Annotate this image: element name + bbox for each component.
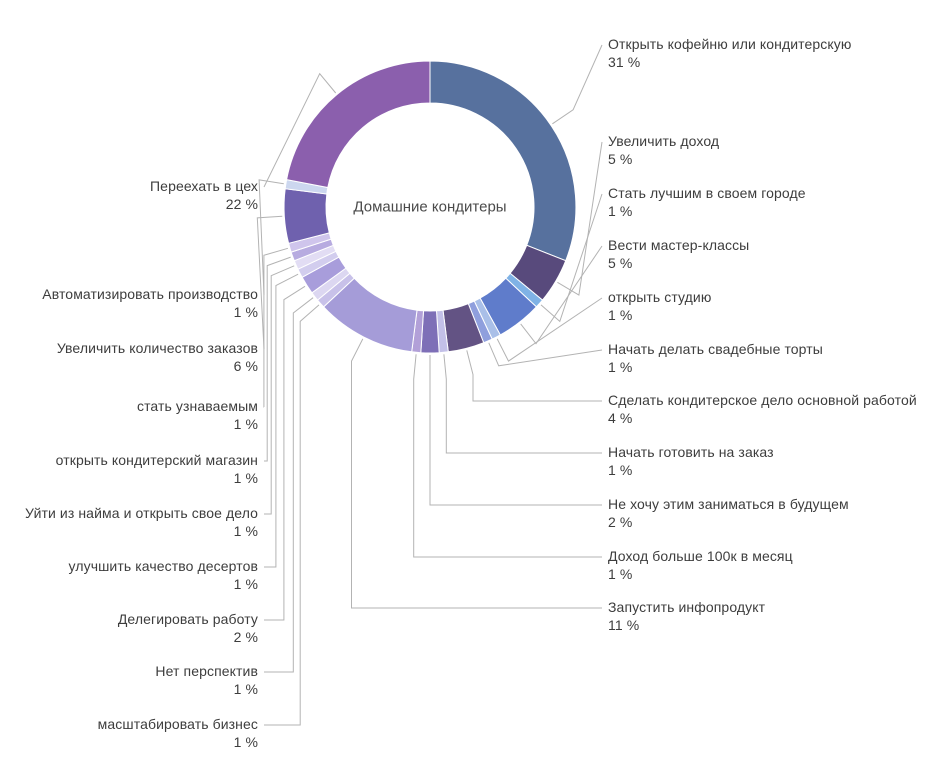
slice-label-text: масштабировать бизнес [97, 716, 258, 732]
slice-label-text: Автоматизировать производство [42, 286, 258, 302]
leader-line-7 [443, 354, 602, 454]
chart-center-label: Домашние кондитеры [353, 198, 507, 216]
leader-line-8 [429, 355, 602, 506]
slice-label-percent: 1 % [233, 470, 258, 486]
leader-line-15 [264, 265, 295, 515]
slice-label-percent: 1 % [233, 734, 258, 750]
slice-label-text: Делегировать работу [117, 611, 258, 627]
slice-label-text: Нет перспектив [155, 663, 258, 679]
leader-line-20 [263, 72, 337, 188]
slice-label-text: Открыть кофейню или кондитерскую [608, 36, 852, 52]
slice-label-text: Уйти из найма и открыть свое дело [25, 505, 258, 521]
leader-line-5 [488, 342, 603, 367]
slice-label-text: стать узнаваемым [136, 398, 258, 414]
slice-label-text: Вести мастер-классы [608, 237, 750, 253]
slice-label-text: Не хочу этим заниматься в будущем [608, 496, 849, 512]
slice-label-percent: 6 % [233, 358, 258, 374]
leader-line-18 [256, 215, 283, 350]
slice-label-percent: 11 % [608, 617, 640, 633]
leader-line-11 [264, 304, 320, 726]
slice-label-text: Увеличить доход [608, 133, 720, 149]
leader-line-19 [258, 179, 284, 296]
slice-label-4: открыть студию 1 % [608, 288, 711, 324]
slice-label-text: Запустить инфопродукт [608, 599, 766, 615]
slice-label-percent: 22 % [225, 196, 258, 212]
slice-label-14: улучшить качество десертов 1 % [69, 557, 258, 593]
leader-line-0 [552, 44, 603, 125]
slice-label-7: Начать готовить на заказ 1 % [608, 443, 774, 479]
leader-line-4 [496, 297, 603, 362]
leader-line-10 [351, 338, 602, 609]
slice-label-17: стать узнаваемым 1 % [137, 397, 258, 433]
leader-line-17 [263, 247, 289, 408]
slice-label-6: Сделать кондитерское дело основной работ… [608, 391, 917, 427]
slice-label-1: Увеличить доход 5 % [608, 132, 719, 168]
slice-label-text: Переехать в цех [150, 178, 258, 194]
slice-label-percent: 1 % [233, 576, 258, 592]
slice-label-percent: 1 % [608, 203, 633, 219]
slice-label-percent: 5 % [608, 151, 633, 167]
slice-label-text: Доход больше 100к в месяц [608, 548, 793, 564]
leader-line-14 [264, 273, 299, 568]
slice-label-percent: 2 % [233, 629, 258, 645]
slice-label-12: Нет перспектив 1 % [155, 662, 258, 698]
pie-slice-0 [429, 60, 577, 262]
leader-line-3 [520, 245, 603, 345]
slice-label-text: Увеличить количество заказов [56, 340, 258, 356]
slice-label-19: Автоматизировать производство 1 % [42, 285, 258, 321]
slice-label-text: Начать готовить на заказ [608, 444, 774, 460]
slice-label-20: Переехать в цех 22 % [150, 177, 258, 213]
leader-line-6 [466, 350, 602, 402]
leader-line-16 [264, 256, 291, 462]
slice-label-11: масштабировать бизнес 1 % [98, 715, 258, 751]
slice-label-text: Стать лучшим в своем городе [608, 185, 806, 201]
slice-label-text: открыть студию [608, 289, 712, 305]
slice-label-text: Начать делать свадебные торты [608, 341, 823, 357]
slice-label-5: Начать делать свадебные торты 1 % [608, 340, 823, 376]
slice-label-3: Вести мастер-классы 5 % [608, 236, 749, 272]
slice-label-13: Делегировать работу 2 % [118, 610, 258, 646]
slice-label-15: Уйти из найма и открыть свое дело 1 % [25, 504, 258, 540]
slice-label-10: Запустить инфопродукт 11 % [608, 598, 765, 634]
slice-label-text: улучшить качество десертов [68, 558, 258, 574]
slice-label-9: Доход больше 100к в месяц 1 % [608, 547, 793, 583]
slice-label-2: Стать лучшим в своем городе 1 % [608, 184, 806, 220]
slice-label-percent: 4 % [608, 410, 633, 426]
slice-label-percent: 1 % [608, 462, 633, 478]
leader-line-13 [264, 285, 306, 621]
slice-label-percent: 2 % [608, 514, 633, 530]
slice-label-percent: 1 % [608, 307, 633, 323]
slice-label-percent: 1 % [233, 523, 258, 539]
slice-label-percent: 1 % [608, 566, 633, 582]
pie-slice-20 [286, 60, 431, 189]
slice-label-16: открыть кондитерский магазин 1 % [56, 451, 258, 487]
slice-label-text: Сделать кондитерское дело основной работ… [608, 392, 917, 408]
slice-label-percent: 31 % [608, 54, 641, 70]
slice-label-percent: 1 % [233, 416, 258, 432]
slice-label-percent: 5 % [608, 255, 633, 271]
slice-label-18: Увеличить количество заказов 6 % [57, 339, 258, 375]
slice-label-percent: 1 % [233, 681, 258, 697]
slice-label-8: Не хочу этим заниматься в будущем 2 % [608, 495, 849, 531]
slice-label-percent: 1 % [608, 359, 633, 375]
leader-line-2 [540, 193, 603, 323]
leader-line-1 [557, 141, 603, 296]
leader-line-9 [413, 354, 602, 558]
slice-label-0: Открыть кофейню или кондитерскую 31 % [608, 35, 851, 71]
leader-line-12 [264, 297, 314, 673]
slice-label-text: открыть кондитерский магазин [55, 452, 258, 468]
slice-label-percent: 1 % [233, 304, 258, 320]
